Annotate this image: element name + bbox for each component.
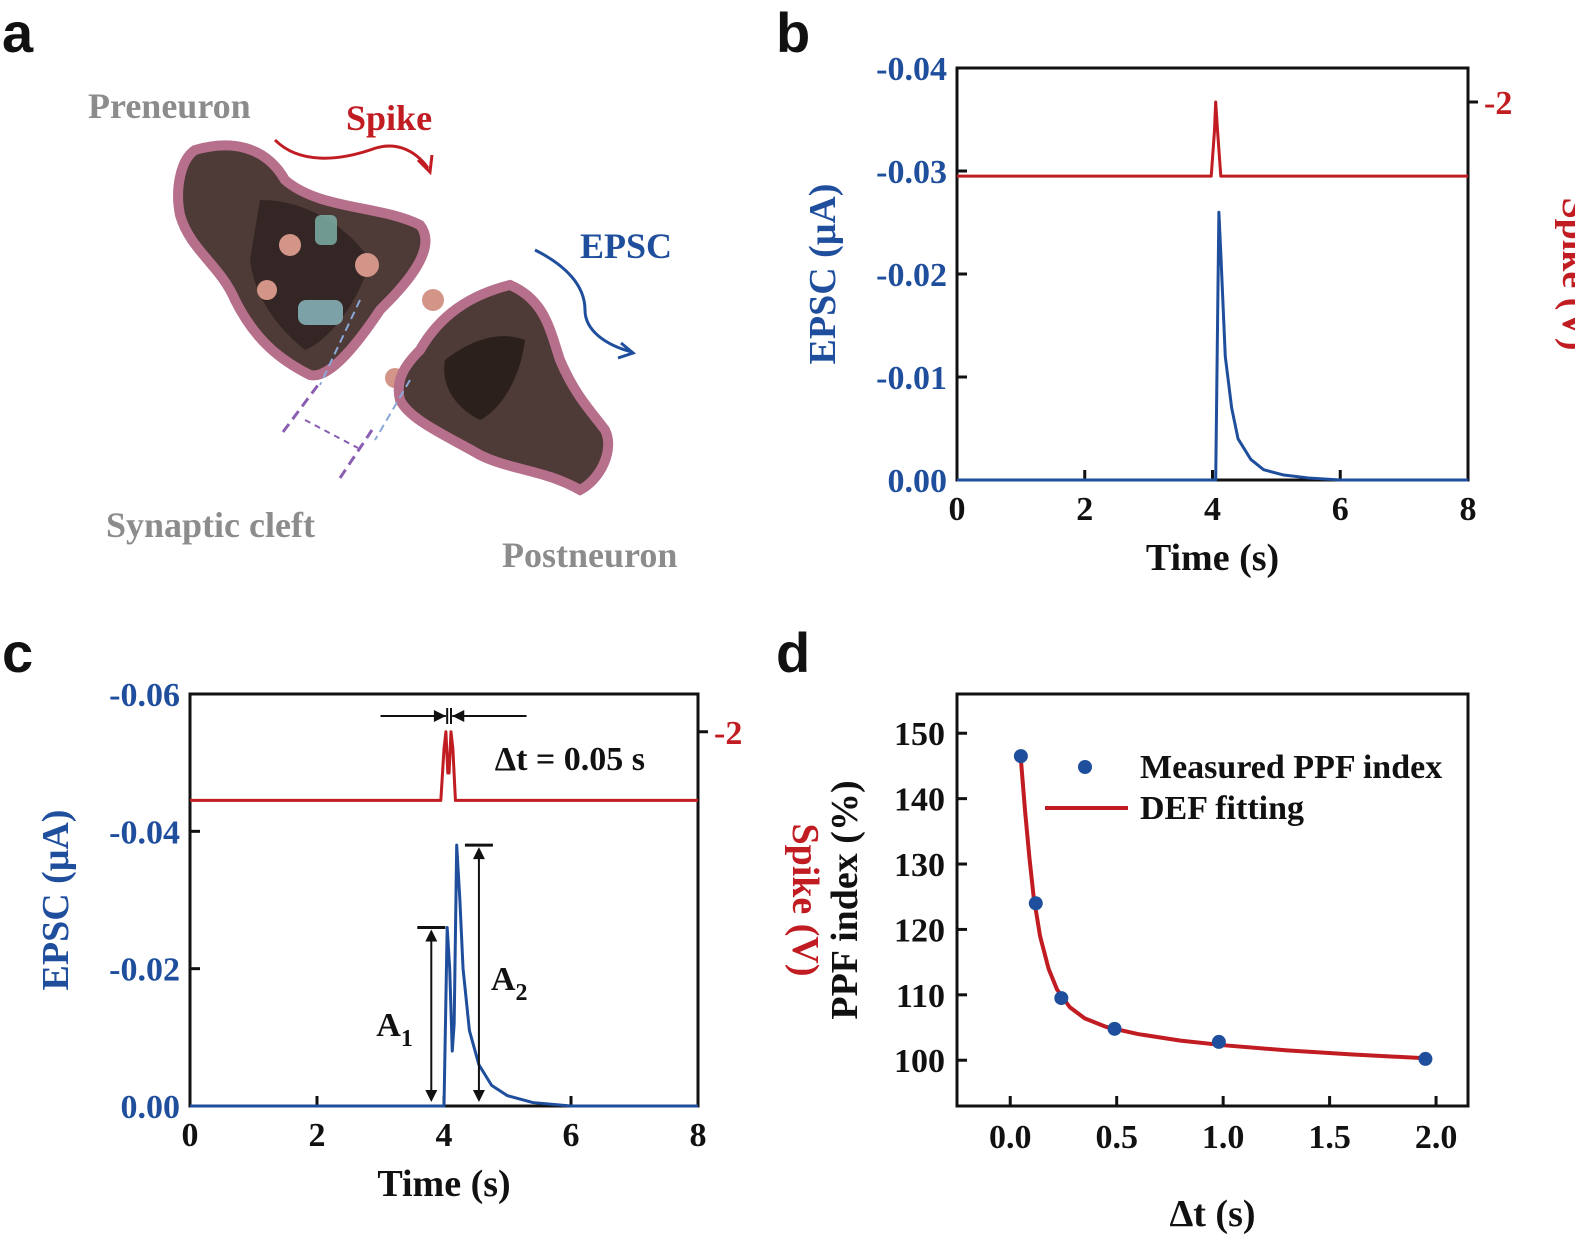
x-tick-label: 0 xyxy=(182,1117,199,1154)
y-left-tick-label: -0.03 xyxy=(876,154,947,191)
series-spike xyxy=(957,100,1468,178)
plot-frame xyxy=(955,692,1470,1108)
series-epsc xyxy=(190,843,698,1108)
x-tick-label: 0.5 xyxy=(1095,1119,1138,1156)
x-tick-label: 8 xyxy=(1460,491,1477,528)
data-point xyxy=(1054,991,1069,1006)
panel-label-b: b xyxy=(776,1,810,64)
panel-label-d: d xyxy=(776,621,810,684)
y-left-tick-label: -0.06 xyxy=(109,677,180,714)
data-point xyxy=(1013,749,1028,764)
x-tick-label: 1.0 xyxy=(1202,1119,1245,1156)
data-point xyxy=(1418,1051,1433,1066)
y-tick-label: 100 xyxy=(894,1043,945,1080)
y-left-tick-label: 0.00 xyxy=(888,463,948,500)
cleft-marker xyxy=(338,429,374,479)
spike-label: Spike xyxy=(346,98,432,138)
synaptic-cleft-label: Synaptic cleft xyxy=(106,505,315,545)
y-left-axis-title: EPSC (μA) xyxy=(35,810,77,991)
x-axis-title: Δt (s) xyxy=(1169,1193,1255,1235)
y-left-tick-label: 0.00 xyxy=(121,1089,181,1126)
y-tick-label: 140 xyxy=(894,782,945,819)
a1-label: A1 xyxy=(376,1007,413,1052)
data-point xyxy=(1107,1021,1122,1036)
x-tick-label: 0.0 xyxy=(989,1119,1032,1156)
x-tick-label: 8 xyxy=(690,1117,707,1154)
x-axis-title: Time (s) xyxy=(377,1163,510,1205)
epsc-label: EPSC xyxy=(580,226,672,266)
x-axis-title: Time (s) xyxy=(1146,537,1279,579)
dt-arrowhead xyxy=(452,710,465,722)
epsc-arrow xyxy=(534,248,633,354)
data-point xyxy=(1028,896,1043,911)
y-axis-title: PPF index (%) xyxy=(824,780,866,1019)
cleft-marker xyxy=(281,384,320,433)
x-tick-label: 4 xyxy=(436,1117,453,1154)
y-left-axis-title: EPSC (μA) xyxy=(802,184,844,365)
a1-arrowhead xyxy=(425,929,438,942)
a2-arrowhead xyxy=(472,847,485,860)
y-right-axis-title: Spike (V) xyxy=(1554,197,1575,350)
synapse-illustration xyxy=(173,138,637,496)
y-left-tick-label: -0.04 xyxy=(109,814,180,851)
y-tick-label: 120 xyxy=(894,912,945,949)
series-spike xyxy=(190,730,698,802)
chart-b: 0 2 4 6 8 0.00 -0.01 -0.02 -0.03 -0.04 -2 Time (s) E… xyxy=(802,51,1575,579)
chart-d: 0.0 0.5 1.0 1.5 2.0 100 110 120 130 140 150 Measure… xyxy=(824,692,1470,1235)
y-tick-label: 110 xyxy=(896,978,945,1015)
a1-arrowhead xyxy=(425,1090,438,1102)
x-tick-label: 2.0 xyxy=(1415,1119,1458,1156)
y-right-tick-label: -2 xyxy=(1484,85,1512,122)
chart-c: 0 2 4 6 8 0.00 -0.02 -0.04 -0.06 -2 Time (s) EPSC (… xyxy=(35,677,826,1205)
y-tick-label: 130 xyxy=(894,847,945,884)
y-left-tick-label: -0.04 xyxy=(876,51,947,88)
legend-label-fit: DEF fitting xyxy=(1140,790,1304,827)
y-left-tick-label: -0.02 xyxy=(876,257,947,294)
preneuron-label: Preneuron xyxy=(88,86,251,126)
x-tick-label: 6 xyxy=(563,1117,580,1154)
legend-marker-measured xyxy=(1078,760,1092,774)
panel-label-a: a xyxy=(2,1,34,64)
y-tick-label: 150 xyxy=(894,716,945,753)
x-tick-label: 1.5 xyxy=(1308,1119,1351,1156)
plot-frame xyxy=(955,66,1470,482)
y-left-tick-label: -0.02 xyxy=(109,952,180,989)
x-tick-label: 0 xyxy=(949,491,966,528)
dt-arrowhead xyxy=(433,710,446,722)
x-tick-label: 6 xyxy=(1332,491,1349,528)
y-right-tick-label: -2 xyxy=(714,715,742,752)
a2-arrowhead xyxy=(472,1090,485,1102)
data-point xyxy=(1211,1034,1226,1049)
legend-label-measured: Measured PPF index xyxy=(1140,749,1442,786)
spike-arrow xyxy=(273,138,430,169)
series-epsc xyxy=(957,210,1468,482)
x-tick-label: 4 xyxy=(1204,491,1221,528)
vesicle xyxy=(422,289,444,311)
y-right-axis-title: Spike (V) xyxy=(784,823,826,976)
x-tick-label: 2 xyxy=(309,1117,326,1154)
panel-label-c: c xyxy=(2,621,33,684)
series-def-fitting xyxy=(1018,759,1426,1061)
x-tick-label: 2 xyxy=(1076,491,1093,528)
dt-annotation: Δt = 0.05 s xyxy=(495,741,645,778)
y-left-tick-label: -0.01 xyxy=(876,360,947,397)
postneuron-label: Postneuron xyxy=(502,535,677,575)
a2-label: A2 xyxy=(491,961,528,1006)
